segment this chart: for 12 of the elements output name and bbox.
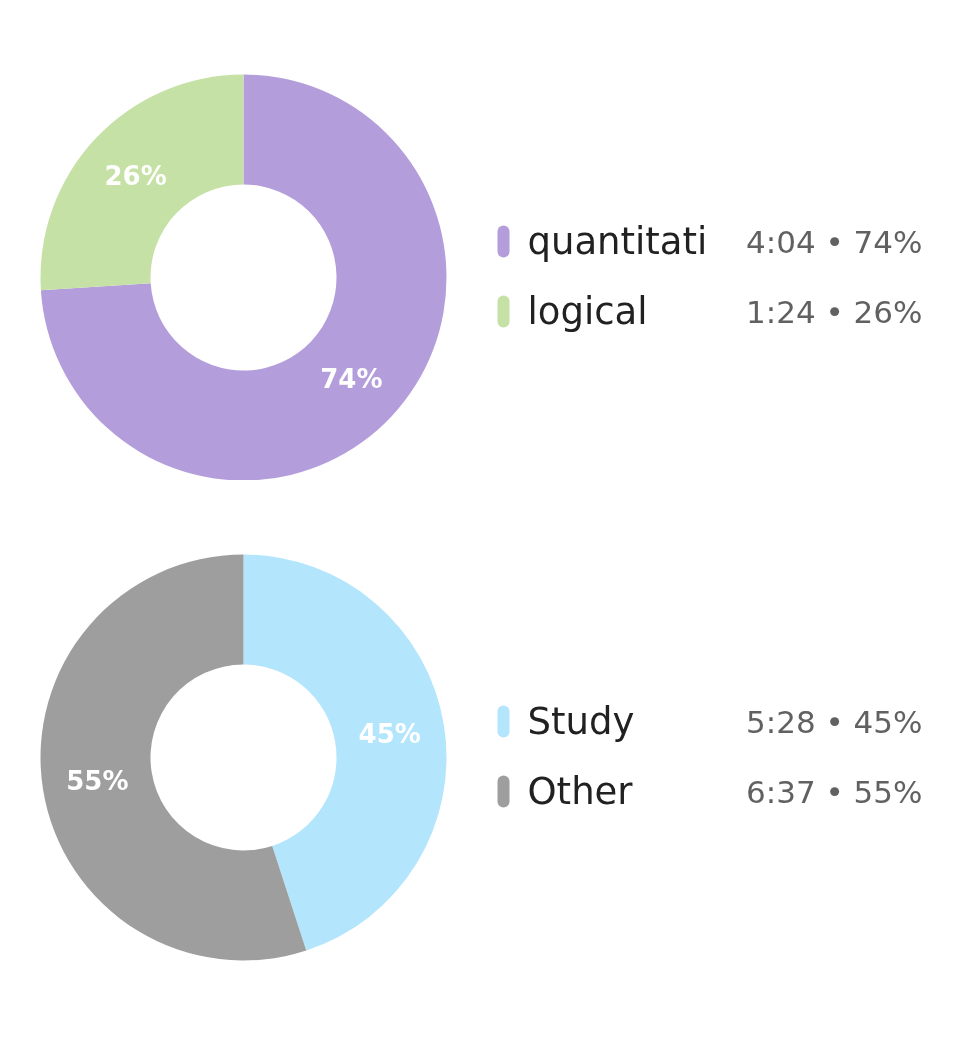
text: 4:04 • 74%: [745, 223, 923, 260]
legend-label: quantitati: [527, 220, 708, 263]
text: 6:37 • 55%: [745, 773, 923, 810]
legend-label: Study: [527, 700, 635, 743]
text: 1:24 • 26%: [745, 293, 923, 330]
data-label: 74%: [320, 363, 383, 394]
data-label: 45%: [358, 719, 421, 750]
legend-label: logical: [527, 290, 648, 333]
data-label: 26%: [104, 161, 167, 192]
data-label: 55%: [66, 765, 129, 796]
text: 5:28 • 45%: [745, 703, 923, 740]
legend-label: Other: [527, 770, 634, 813]
